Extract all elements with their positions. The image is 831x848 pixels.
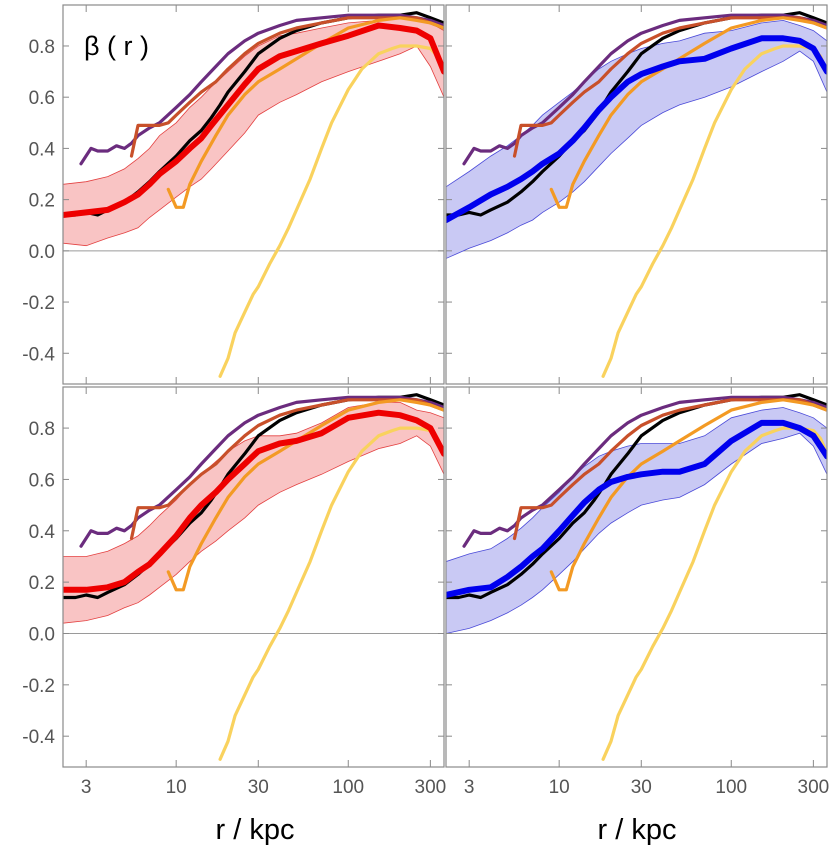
panel-frame xyxy=(62,4,445,385)
panel-frame xyxy=(445,4,828,385)
x-tick-label: 3 xyxy=(464,777,475,798)
x-tick-label: 10 xyxy=(166,777,187,798)
line-orange xyxy=(549,398,827,592)
panel-frame xyxy=(445,386,828,768)
line-yellow xyxy=(218,426,444,761)
y-tick-label: 0.0 xyxy=(29,242,55,263)
panel-frame xyxy=(62,386,445,768)
line-yellow xyxy=(218,44,444,378)
y-tick-label: 0.4 xyxy=(29,139,56,160)
x-tick-label: 100 xyxy=(715,777,747,798)
panel-top-left xyxy=(62,4,445,385)
line-red-median xyxy=(63,22,444,218)
y-tick-label: 0.0 xyxy=(29,624,55,645)
x-axis-title-left: r / kpc xyxy=(216,814,295,846)
y-tick-label: -0.4 xyxy=(22,344,55,365)
y-tick-label: 0.6 xyxy=(29,88,55,109)
y-tick-label: -0.4 xyxy=(22,727,55,748)
panels-layer xyxy=(62,4,828,768)
y-tick-label: -0.2 xyxy=(22,293,55,314)
plot-area-bottom-right xyxy=(446,393,827,761)
x-tick-label: 300 xyxy=(798,777,830,798)
panel-bottom-right xyxy=(445,386,828,768)
plot-area-top-left xyxy=(63,11,444,378)
panel-bottom-left xyxy=(62,386,445,768)
band-red xyxy=(63,17,444,247)
x-tick-label: 300 xyxy=(415,777,447,798)
y-tick-label: 0.2 xyxy=(29,573,55,594)
y-tick-label: 0.2 xyxy=(29,191,55,212)
line-red-median xyxy=(63,409,444,593)
y-tick-label: -0.2 xyxy=(22,676,55,697)
line-orange xyxy=(166,398,444,592)
line-orange xyxy=(549,16,827,209)
panel-label: β ( r ) xyxy=(84,31,149,61)
y-tick-label: 0.8 xyxy=(29,419,55,440)
x-tick-label: 3 xyxy=(81,777,92,798)
line-blue-median xyxy=(446,419,827,598)
y-tick-label: 0.6 xyxy=(29,470,55,491)
y-tick-label: 0.4 xyxy=(29,522,56,543)
line-orange xyxy=(166,16,444,209)
y-tick-labels: -0.4 -0.2 0.0 0.2 0.4 0.6 0.8 -0.4 -0.2 0.0 0.2 0.4… xyxy=(22,37,55,748)
x-axis-title-right: r / kpc xyxy=(598,814,677,846)
band-red xyxy=(63,401,444,624)
line-purple xyxy=(462,13,827,166)
x-tick-label: 10 xyxy=(549,777,570,798)
panel-top-right xyxy=(445,4,828,385)
plot-area-bottom-left xyxy=(63,393,444,761)
band-blue xyxy=(446,19,827,259)
line-purple xyxy=(462,395,827,548)
line-purple xyxy=(79,395,444,548)
x-tick-label: 30 xyxy=(248,777,269,798)
line-purple xyxy=(79,13,444,166)
line-yellow xyxy=(601,44,827,378)
line-blue-median xyxy=(446,35,827,224)
x-tick-label: 30 xyxy=(631,777,652,798)
x-tick-labels: 3 10 30 100 300 3 10 30 100 300 xyxy=(81,777,829,798)
y-tick-label: 0.8 xyxy=(29,37,55,58)
plot-area-top-right xyxy=(446,11,827,378)
x-tick-label: 100 xyxy=(332,777,364,798)
